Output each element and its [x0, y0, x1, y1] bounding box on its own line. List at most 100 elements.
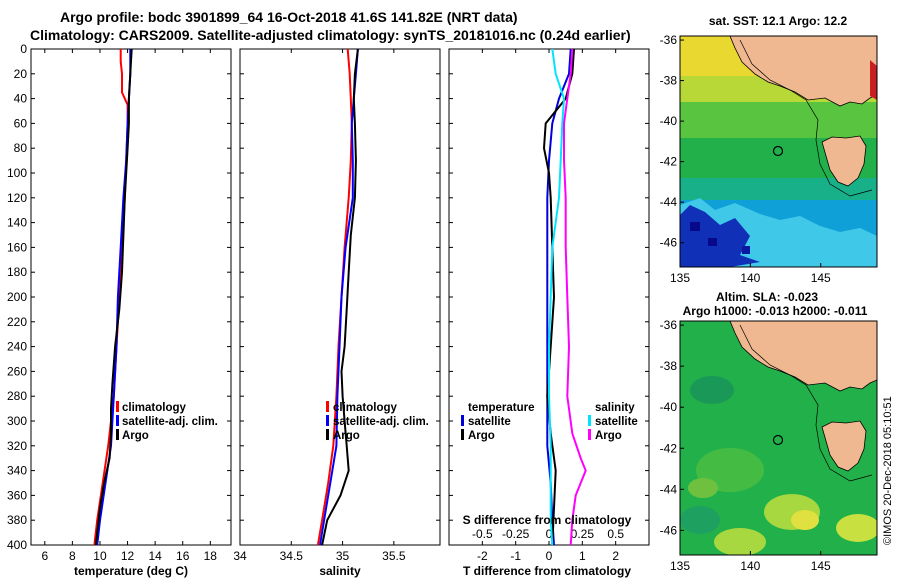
sst-map	[680, 36, 877, 267]
lat-tick-label: -38	[660, 359, 678, 373]
sst-coldest-pixel	[742, 246, 750, 254]
tasmania	[821, 420, 867, 472]
legend-label-s-satellite: satellite	[595, 416, 638, 428]
depth-tick-label: 40	[14, 92, 28, 106]
sst-cold-patch	[680, 205, 760, 267]
x-tick-label: 34.5	[280, 549, 304, 563]
legend-title-temperature: temperature	[468, 402, 534, 414]
x-tick-label: 35	[336, 549, 350, 563]
legend-title-salinity: salinity	[595, 402, 635, 414]
depth-tick-label: 240	[7, 340, 27, 354]
depth-tick-label: 280	[7, 389, 27, 403]
lon-tick-label: 145	[811, 559, 831, 573]
s-diff-tick-label: 0	[546, 527, 553, 541]
sla-map-title-line1: Altim. SLA: -0.023	[716, 290, 818, 304]
series-line-argo	[321, 48, 359, 546]
difference-series	[543, 48, 587, 546]
lon-tick-label: 140	[740, 559, 760, 573]
lat-tick-label: -40	[660, 114, 678, 128]
x-tick-label: 35.5	[382, 549, 406, 563]
x-tick-label: 0	[546, 549, 553, 563]
sla-map-title-line2: Argo h1000: -0.013 h2000: -0.011	[683, 304, 868, 318]
s-difference-legend: salinity satellite Argo	[588, 402, 638, 442]
depth-tick-label: 120	[7, 191, 27, 205]
x-tick-label: 14	[148, 549, 162, 563]
temperature-legend: climatology satellite-adj. clim. Argo	[116, 401, 218, 442]
lon-tick-label: 135	[670, 271, 690, 285]
legend-label-climatology: climatology	[333, 402, 398, 414]
legend-label-satellite: satellite-adj. clim.	[333, 416, 429, 428]
depth-tick-label: 380	[7, 513, 27, 527]
sst-depth-contour	[739, 39, 873, 197]
depth-tick-label: 320	[7, 439, 27, 453]
x-tick-label: 1	[579, 549, 586, 563]
s-diff-tick-label: -0.25	[502, 527, 530, 541]
lat-tick-label: -38	[660, 74, 678, 88]
temperature-x-axis: 6 8 10 12 14 16 18	[41, 49, 217, 563]
sst-map-frame	[679, 35, 878, 268]
legend-swatch-argo	[326, 429, 329, 440]
sla-blob	[714, 528, 766, 555]
imos-watermark: ©IMOS 20-Dec-2018 05:10:51	[882, 396, 894, 545]
depth-tick-label: 200	[7, 290, 27, 304]
salinity-plot-frame	[239, 48, 441, 546]
lat-tick-label: -44	[660, 482, 678, 496]
x-tick-label: 6	[41, 549, 48, 563]
lat-tick-label: -42	[660, 155, 678, 169]
lat-tick-label: -42	[660, 441, 678, 455]
sst-argo-location-marker	[772, 145, 784, 157]
sla-depth-contour	[739, 324, 873, 482]
t-difference-x-axis: -2 -1 0 1 2	[477, 49, 619, 563]
x-tick-label: 12	[121, 549, 135, 563]
legend-swatch-satellite	[116, 415, 119, 426]
lon-tick-label: 140	[740, 271, 760, 285]
depth-tick-label: 140	[7, 216, 27, 230]
depth-tick-label: 160	[7, 240, 27, 254]
t-difference-xlabel: T difference from climatology	[463, 564, 631, 578]
legend-swatch-s-satellite	[588, 415, 591, 426]
sla-argo-location-marker	[772, 434, 784, 446]
temperature-xlabel: temperature (deg C)	[74, 564, 188, 578]
salinity-series	[316, 48, 359, 546]
sla-map-axes: -36 -38 -40 -42 -44 -46 135 140 145	[660, 318, 831, 573]
depth-tick-label: 300	[7, 414, 27, 428]
x-tick-label: 34	[233, 549, 247, 563]
sla-blob	[690, 376, 734, 404]
x-tick-label: 8	[69, 549, 76, 563]
sla-blob	[680, 506, 720, 534]
s-diff-tick-label: 0.5	[607, 527, 624, 541]
series-line-climatology	[93, 49, 129, 546]
sla-blob	[836, 514, 877, 542]
depth-tick-label: 340	[7, 464, 27, 478]
lat-tick-label: -36	[660, 318, 678, 332]
depth-tick-label: 180	[7, 265, 27, 279]
legend-label-climatology: climatology	[122, 402, 187, 414]
temperature-series	[93, 48, 133, 546]
s-difference-xlabel: S difference from climatology	[463, 513, 632, 527]
mainland-australia	[729, 321, 877, 392]
legend-label-t-satellite: satellite	[468, 416, 511, 428]
series-line-satellite-adj-clim	[319, 48, 359, 546]
lat-tick-label: -36	[660, 33, 678, 47]
depth-tick-label: 220	[7, 315, 27, 329]
sst-coldest-pixel	[708, 238, 717, 246]
lat-tick-label: -46	[660, 523, 678, 537]
x-tick-label: -2	[477, 549, 488, 563]
series-line-s-argo	[563, 48, 587, 546]
legend-swatch-satellite	[326, 415, 329, 426]
sla-map-frame	[679, 320, 878, 556]
legend-swatch-climatology	[116, 401, 119, 412]
x-tick-label: 10	[93, 549, 107, 563]
sla-blob	[791, 510, 819, 530]
lat-tick-label: -44	[660, 195, 678, 209]
sst-mid-band	[680, 102, 877, 138]
lon-tick-label: 135	[670, 559, 690, 573]
title-line2: Climatology: CARS2009. Satellite-adjuste…	[30, 27, 631, 43]
depth-tick-label: 400	[7, 538, 27, 552]
depth-tick-label: 260	[7, 364, 27, 378]
legend-label-satellite: satellite-adj. clim.	[122, 416, 218, 428]
s-diff-tick-label: 0.25	[571, 527, 595, 541]
legend-swatch-climatology	[326, 401, 329, 412]
sst-coldest-pixel	[690, 222, 700, 231]
lat-tick-label: -40	[660, 400, 678, 414]
